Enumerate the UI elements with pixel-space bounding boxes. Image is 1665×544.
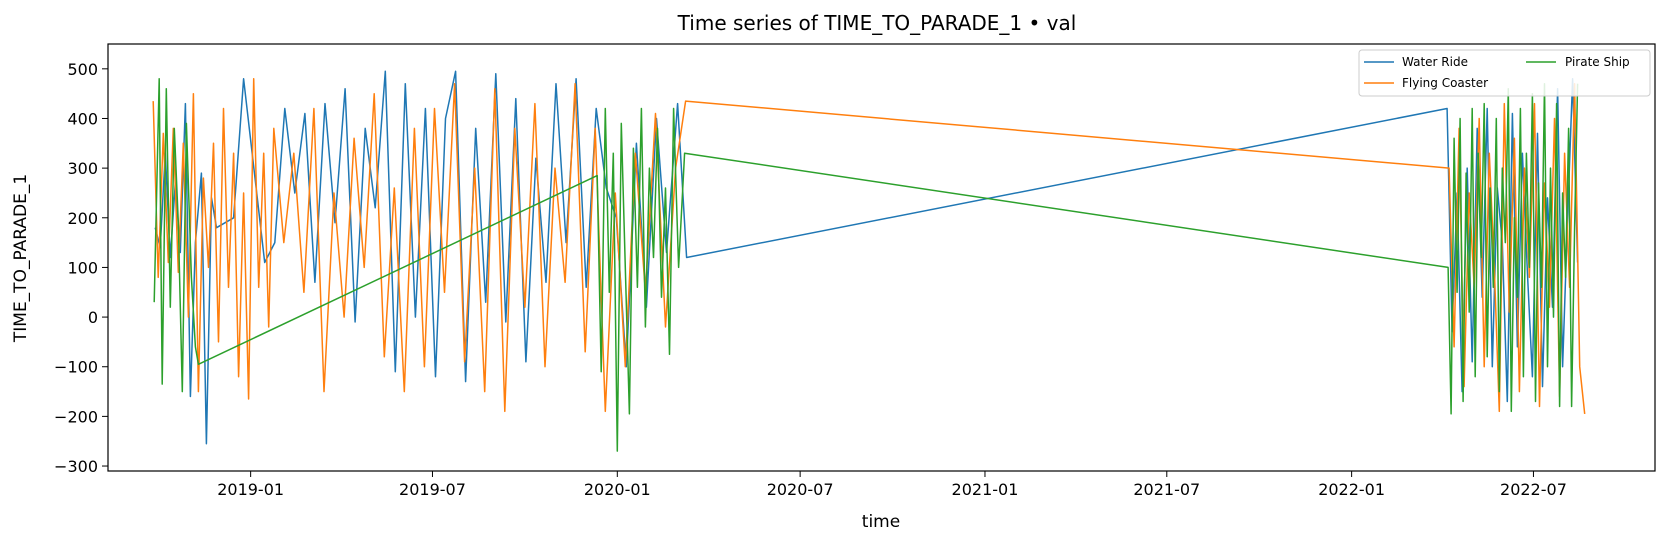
x-tick-label: 2022-01 [1318, 480, 1385, 499]
x-axis: 2019-01 2019-07 2020-01 2020-07 2021-01 2021-… [217, 471, 1567, 499]
y-tick-label: −300 [54, 457, 98, 476]
series-layer [152, 70, 1586, 452]
legend-label-pirate-ship: Pirate Ship [1565, 55, 1630, 69]
x-axis-label: time [862, 512, 900, 532]
series-line-pirate-ship [153, 78, 1579, 452]
x-tick-label: 2019-01 [217, 480, 284, 499]
y-tick-label: 500 [67, 60, 98, 79]
x-tick-label: 2020-01 [584, 480, 651, 499]
plot-frame [107, 43, 1656, 472]
legend-label-flying-coaster: Flying Coaster [1402, 76, 1488, 90]
x-tick-label: 2022-07 [1500, 480, 1567, 499]
y-tick-label: 0 [88, 308, 98, 327]
plot-area [152, 70, 1586, 452]
x-tick-label: 2021-01 [952, 480, 1019, 499]
legend-frame [1358, 49, 1651, 97]
legend: Water Ride Flying Coaster Pirate Ship [1358, 49, 1651, 97]
y-axis-label: TIME_TO_PARADE_1 [11, 174, 31, 343]
y-tick-label: −100 [54, 358, 98, 377]
x-tick-label: 2020-07 [767, 480, 834, 499]
chart-title: Time series of TIME_TO_PARADE_1 • val [677, 11, 1077, 35]
legend-label-water-ride: Water Ride [1402, 55, 1468, 69]
y-tick-label: 300 [67, 159, 98, 178]
y-tick-label: 100 [67, 258, 98, 277]
x-tick-label: 2019-07 [399, 480, 466, 499]
y-axis: −300 −200 −100 0 100 200 300 400 500 [54, 60, 108, 476]
x-tick-label: 2021-07 [1133, 480, 1200, 499]
y-tick-label: 400 [67, 109, 98, 128]
series-line-water-ride [154, 70, 1579, 445]
y-tick-label: −200 [54, 407, 98, 426]
series-line-flying-coaster [152, 78, 1586, 414]
y-tick-label: 200 [67, 209, 98, 228]
